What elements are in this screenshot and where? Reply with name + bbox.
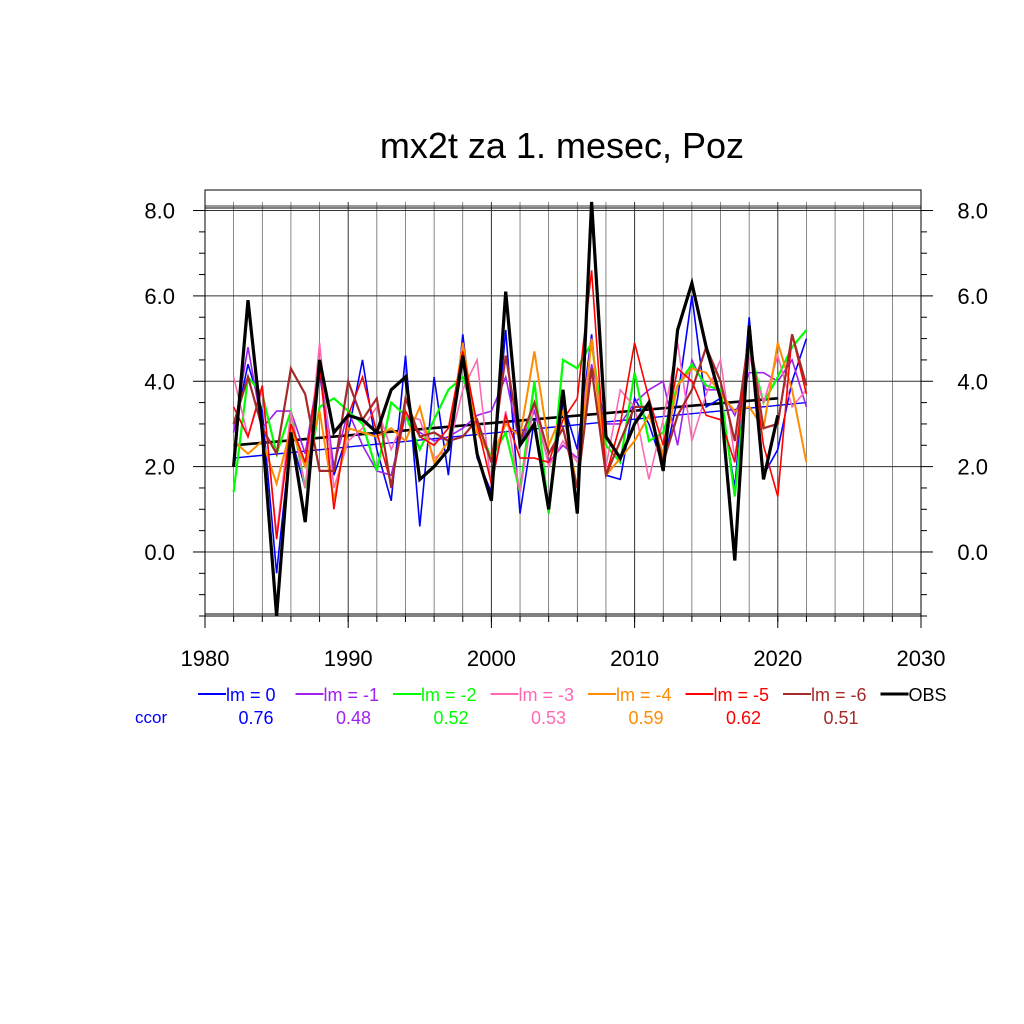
- legend-ccor-1: 0.48: [336, 708, 371, 728]
- x-tick-label: 2000: [467, 646, 516, 671]
- legend-ccor-3: 0.53: [531, 708, 566, 728]
- legend-ccor-6: 0.51: [823, 708, 858, 728]
- y-tick-label-right: 8.0: [957, 199, 988, 224]
- x-tick-label: 2020: [753, 646, 802, 671]
- legend-label-5: lm = -5: [714, 685, 770, 705]
- y-tick-label-left: 2.0: [144, 455, 175, 480]
- legend-ccor-5: 0.62: [726, 708, 761, 728]
- legend-label-1: lm = -1: [324, 685, 380, 705]
- legend: lm = 0 0.76 lm = -1 0.48 lm = -2 0.52 lm = -3 0…: [198, 685, 947, 728]
- legend-label-2: lm = -2: [421, 685, 477, 705]
- y-tick-label-left: 4.0: [144, 369, 175, 394]
- chart-title: mx2t za 1. mesec, Poz: [380, 125, 744, 166]
- series-line-3: [232, 338, 808, 535]
- y-tick-label-left: 8.0: [144, 199, 175, 224]
- ccor-label: ccor: [135, 708, 167, 727]
- legend-label-4: lm = -4: [616, 685, 672, 705]
- axis-ticks: 1980 1990 2000 2010 2020 2030 0.0 0.0 2.0 2.0 4.0 4…: [144, 199, 988, 671]
- legend-ccor-4: 0.59: [628, 708, 663, 728]
- legend-ccor-2: 0.52: [433, 708, 468, 728]
- x-tick-label: 2010: [610, 646, 659, 671]
- legend-label-3: lm = -3: [519, 685, 575, 705]
- series-line-7: [232, 201, 780, 617]
- y-tick-label-left: 6.0: [144, 284, 175, 309]
- legend-label-0: lm = 0: [226, 685, 276, 705]
- x-tick-label: 1980: [181, 646, 230, 671]
- x-tick-label: 1990: [324, 646, 373, 671]
- x-tick-label: 2030: [897, 646, 946, 671]
- y-tick-label-right: 6.0: [957, 284, 988, 309]
- y-tick-label-left: 0.0: [144, 540, 175, 565]
- series-line-5: [232, 270, 808, 540]
- y-tick-label-right: 0.0: [957, 540, 988, 565]
- y-tick-label-right: 2.0: [957, 455, 988, 480]
- legend-label-7: OBS: [909, 685, 947, 705]
- legend-ccor-0: 0.76: [238, 708, 273, 728]
- legend-label-6: lm = -6: [811, 685, 867, 705]
- y-tick-label-right: 4.0: [957, 369, 988, 394]
- series-lines: [232, 201, 808, 617]
